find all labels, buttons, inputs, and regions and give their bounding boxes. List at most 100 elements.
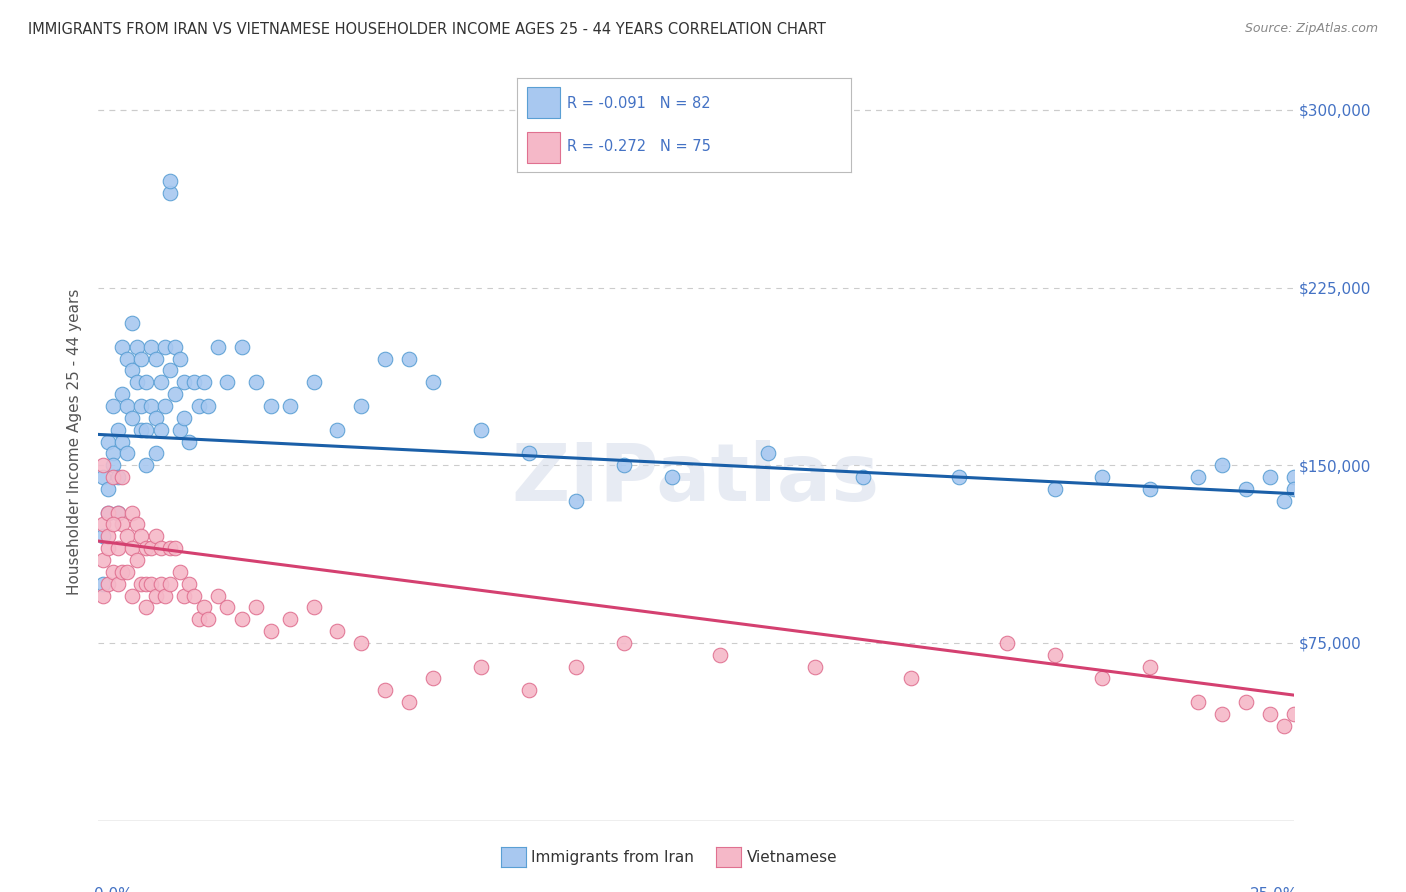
Point [900, 672, 922, 686]
Point [159, 174, 181, 188]
Point [155, 399, 177, 413]
Point [139, 399, 162, 413]
Point [111, 340, 134, 354]
Point [121, 589, 143, 603]
Point [1211, 706, 1233, 721]
Point [107, 576, 129, 591]
Point [169, 423, 191, 437]
Point [302, 376, 325, 390]
Point [422, 376, 444, 390]
Point [1272, 493, 1295, 508]
Point [139, 576, 162, 591]
Point [187, 399, 209, 413]
Point [326, 423, 349, 437]
Point [1091, 672, 1114, 686]
Point [183, 589, 205, 603]
Text: Vietnamese: Vietnamese [747, 850, 837, 864]
Point [91, 529, 114, 543]
Point [278, 612, 301, 626]
Text: 0.0%: 0.0% [94, 887, 132, 892]
Point [131, 399, 153, 413]
Point [163, 340, 186, 354]
Point [101, 517, 124, 532]
Point [169, 565, 191, 579]
Point [1272, 719, 1295, 733]
Point [709, 648, 731, 662]
Point [995, 636, 1018, 650]
Point [111, 434, 134, 449]
Text: Source: ZipAtlas.com: Source: ZipAtlas.com [1244, 22, 1378, 36]
Point [804, 659, 827, 673]
Point [121, 541, 143, 556]
Point [107, 541, 129, 556]
Point [111, 565, 134, 579]
Point [259, 624, 281, 639]
Point [97, 506, 120, 520]
Point [125, 376, 148, 390]
Point [97, 434, 120, 449]
Point [107, 506, 129, 520]
Point [756, 446, 779, 460]
Point [159, 363, 181, 377]
Text: Immigrants from Iran: Immigrants from Iran [531, 850, 695, 864]
Point [125, 553, 148, 567]
Point [374, 683, 396, 698]
Point [115, 446, 138, 460]
Point [470, 423, 492, 437]
Point [135, 423, 157, 437]
Point [1258, 706, 1281, 721]
Point [1234, 695, 1257, 709]
Point [398, 351, 420, 366]
Point [91, 589, 114, 603]
Point [517, 683, 540, 698]
Point [1282, 706, 1305, 721]
Point [125, 340, 148, 354]
Point [115, 399, 138, 413]
Point [173, 376, 195, 390]
Point [131, 423, 153, 437]
Point [245, 600, 267, 615]
Point [197, 399, 219, 413]
Point [159, 186, 181, 200]
Point [149, 576, 172, 591]
Y-axis label: Householder Income Ages 25 - 44 years: Householder Income Ages 25 - 44 years [67, 288, 83, 595]
Point [1282, 470, 1305, 484]
Point [1187, 470, 1209, 484]
Point [207, 589, 229, 603]
Point [97, 506, 120, 520]
Point [135, 541, 157, 556]
Point [193, 600, 215, 615]
Point [197, 612, 219, 626]
Point [135, 576, 157, 591]
Point [278, 399, 301, 413]
Point [131, 576, 153, 591]
Text: IMMIGRANTS FROM IRAN VS VIETNAMESE HOUSEHOLDER INCOME AGES 25 - 44 YEARS CORRELA: IMMIGRANTS FROM IRAN VS VIETNAMESE HOUSE… [28, 22, 825, 37]
Point [145, 589, 167, 603]
Point [145, 529, 167, 543]
Point [207, 340, 229, 354]
Point [97, 482, 120, 496]
Point [135, 458, 157, 473]
Point [91, 553, 114, 567]
Point [115, 529, 138, 543]
Point [111, 517, 134, 532]
Point [91, 576, 114, 591]
Point [131, 529, 153, 543]
Point [121, 363, 143, 377]
Point [139, 541, 162, 556]
Point [187, 612, 209, 626]
Point [1091, 470, 1114, 484]
Point [107, 423, 129, 437]
Point [948, 470, 970, 484]
Point [613, 636, 636, 650]
Point [155, 340, 177, 354]
Point [231, 340, 253, 354]
Point [131, 351, 153, 366]
Point [613, 458, 636, 473]
Point [97, 576, 120, 591]
Point [852, 470, 875, 484]
Point [91, 458, 114, 473]
Point [193, 376, 215, 390]
Point [135, 376, 157, 390]
Point [169, 351, 191, 366]
